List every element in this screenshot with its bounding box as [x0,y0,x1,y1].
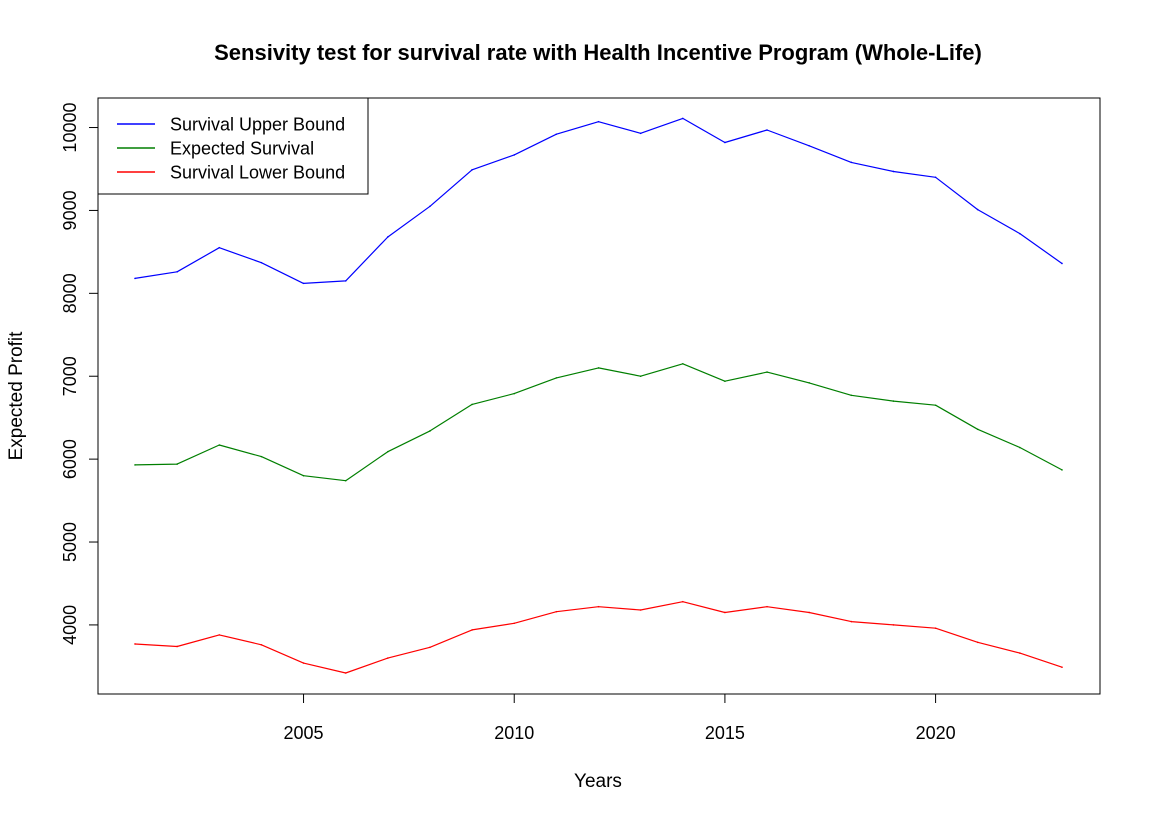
y-tick-label: 9000 [60,190,80,230]
data-point [681,600,684,603]
data-point [1061,469,1063,471]
legend-box [97,97,369,195]
data-point [555,610,558,613]
x-tick-label: 2010 [494,723,534,743]
data-point [892,400,895,402]
data-point [597,120,600,123]
data-point [302,662,305,664]
data-point [1061,666,1063,668]
data-point [218,444,221,446]
data-point [260,455,263,458]
data-point [344,479,347,482]
data-point [429,646,431,649]
data-point [513,154,516,156]
x-axis-label: Years [574,771,622,792]
data-point [976,208,979,211]
data-point [892,170,895,173]
data-point [176,645,178,648]
data-point [639,609,642,611]
data-point [513,622,516,625]
legend-label: Expected Survival [170,139,314,159]
series-line-1 [134,363,1063,482]
data-point [724,611,726,614]
x-tick-label: 2005 [284,723,324,743]
data-point [429,430,431,432]
data-point [766,129,768,131]
data-point [597,367,600,369]
data-point [766,371,768,373]
data-point [471,403,473,406]
data-point [850,394,853,397]
data-point [934,176,937,179]
y-tick-label: 6000 [60,439,80,479]
data-point [218,634,221,636]
series-line-2 [134,601,1063,674]
x-tick-label: 2020 [916,723,956,743]
data-point [976,428,979,431]
data-point [302,474,305,477]
data-point [387,657,389,659]
y-tick-label: 8000 [60,273,80,313]
legend-label: Survival Lower Bound [170,163,345,183]
data-point [218,246,221,249]
data-point [176,463,178,465]
data-point [555,377,558,379]
data-point [1061,262,1063,265]
data-point [850,620,853,623]
x-axis: 2005 2010 2015 2020 [284,693,956,743]
legend-label: Survival Upper Bound [170,115,345,135]
data-point [387,450,389,453]
data-point [934,627,937,630]
data-point [471,169,473,171]
data-point [934,404,937,407]
data-point [724,380,726,383]
data-point [1019,446,1021,449]
data-point [724,141,726,144]
data-point [260,644,263,646]
data-point [976,641,979,644]
data-point [344,280,347,282]
data-point [892,624,895,626]
data-point [1019,232,1021,235]
x-tick-label: 2015 [705,723,745,743]
data-point [766,605,768,608]
data-point [134,464,136,466]
chart-title: Sensivity test for survival rate with He… [214,40,982,65]
data-point [429,205,431,208]
data-point [597,605,600,608]
y-tick-label: 5000 [60,522,80,562]
data-point [134,643,136,645]
data-point [850,161,853,164]
data-point [681,362,684,365]
data-point [639,132,642,135]
data-point [555,133,558,135]
data-point [344,672,347,674]
data-point [808,611,810,614]
data-point [471,629,473,631]
data-point [681,117,684,120]
data-point [176,270,178,273]
series-layer [134,117,1063,674]
legend: Survival Upper Bound Expected Survival Sur… [97,97,369,195]
y-tick-label: 7000 [60,356,80,396]
data-point [808,382,810,384]
data-point [260,261,263,264]
y-tick-label: 10000 [60,103,80,153]
data-point [1019,652,1021,654]
y-axis-label: Expected Profit [6,331,27,461]
data-point [302,282,305,285]
data-point [387,236,389,238]
data-point [639,375,642,378]
y-axis: 4000 5000 6000 7000 8000 9000 10000 [60,103,99,645]
y-tick-label: 4000 [60,605,80,645]
data-point [808,144,810,147]
data-point [513,392,516,395]
data-point [134,277,136,280]
